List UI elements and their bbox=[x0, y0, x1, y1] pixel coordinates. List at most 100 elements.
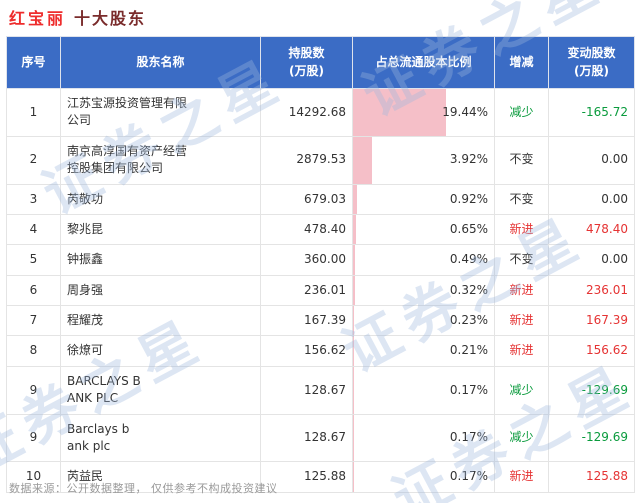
percent-bar bbox=[353, 214, 357, 245]
cell-trend: 新进 bbox=[494, 305, 549, 337]
cell-trend: 新进 bbox=[494, 213, 549, 246]
cell-shares: 128.67 bbox=[260, 413, 353, 463]
cell-shareholder-name: 程耀茂 bbox=[60, 305, 261, 337]
cell-percent: 0.23% bbox=[352, 305, 495, 337]
cell-shares: 14292.68 bbox=[260, 87, 353, 137]
cell-rank: 2 bbox=[6, 135, 61, 185]
shareholder-row: 2 南京高淳国有资产经营 控股集团有限公司 2879.53 3.92% 不变 0.00 bbox=[6, 135, 635, 185]
percent-value: 0.32% bbox=[449, 282, 488, 297]
cell-shares: 679.03 bbox=[260, 183, 353, 215]
shareholder-row: 3 芮敬功 679.03 0.92% 不变 0.00 bbox=[6, 183, 635, 215]
cell-percent: 0.17% bbox=[352, 413, 495, 463]
table-header-row: 序号 股东名称 持股数 (万股) 占总流通股本比例 增减 变动股数 (万股) bbox=[6, 36, 635, 89]
cell-rank: 3 bbox=[6, 183, 61, 215]
cell-shareholder-name: 徐燎可 bbox=[60, 335, 261, 367]
cell-delta: 0.00 bbox=[548, 183, 635, 215]
percent-bar bbox=[353, 336, 354, 366]
cell-trend: 不变 bbox=[494, 135, 549, 185]
shareholder-row: 10 芮益民 125.88 0.17% 新进 125.88 bbox=[6, 461, 635, 493]
cell-trend: 减少 bbox=[494, 413, 549, 463]
percent-bar bbox=[353, 462, 354, 492]
shareholder-row: 1 江苏宝源投资管理有限 公司 14292.68 19.44% 减少 -165.72 bbox=[6, 87, 635, 137]
percent-bar bbox=[353, 136, 372, 184]
cell-shares: 167.39 bbox=[260, 305, 353, 337]
column-header-delta: 变动股数 (万股) bbox=[548, 36, 635, 89]
cell-shares: 236.01 bbox=[260, 274, 353, 307]
cell-delta: 167.39 bbox=[548, 305, 635, 337]
column-header-name: 股东名称 bbox=[60, 36, 261, 89]
cell-shareholder-name: 江苏宝源投资管理有限 公司 bbox=[60, 87, 261, 137]
cell-trend: 新进 bbox=[494, 274, 549, 307]
shareholder-table-body: 1 江苏宝源投资管理有限 公司 14292.68 19.44% 减少 -165.72 2 南京… bbox=[6, 87, 635, 493]
cell-delta: -165.72 bbox=[548, 87, 635, 137]
cell-percent: 19.44% bbox=[352, 87, 495, 137]
title-label: 十大股东 bbox=[74, 9, 147, 28]
column-header-trend: 增减 bbox=[494, 36, 549, 89]
cell-percent: 0.65% bbox=[352, 213, 495, 246]
stock-name: 红宝丽 bbox=[9, 9, 67, 28]
cell-shares: 360.00 bbox=[260, 244, 353, 276]
shareholders-table: 序号 股东名称 持股数 (万股) 占总流通股本比例 增减 变动股数 (万股) 1 江苏宝源投资管… bbox=[6, 36, 635, 493]
cell-percent: 0.49% bbox=[352, 244, 495, 276]
cell-trend: 减少 bbox=[494, 87, 549, 137]
cell-shareholder-name: 黎兆昆 bbox=[60, 213, 261, 246]
cell-shareholder-name: 南京高淳国有资产经营 控股集团有限公司 bbox=[60, 135, 261, 185]
column-header-no: 序号 bbox=[6, 36, 61, 89]
shareholder-row: 9 BARCLAYS B ANK PLC 128.67 0.17% 减少 -129.69 bbox=[6, 365, 635, 415]
percent-bar bbox=[353, 88, 447, 136]
cell-percent: 0.32% bbox=[352, 274, 495, 307]
percent-bar bbox=[353, 245, 356, 275]
data-source-note: 数据来源：公开数据整理， 仅供参考不构成投资建议 bbox=[9, 482, 278, 495]
percent-value: 0.65% bbox=[449, 221, 488, 236]
percent-bar bbox=[353, 184, 358, 214]
shareholder-row: 9 Barclays b ank plc 128.67 0.17% 减少 -129.69 bbox=[6, 413, 635, 463]
percent-value: 0.92% bbox=[449, 191, 488, 206]
percent-value: 0.17% bbox=[449, 382, 488, 397]
cell-delta: 236.01 bbox=[548, 274, 635, 307]
cell-percent: 0.92% bbox=[352, 183, 495, 215]
shareholder-row: 5 钟振鑫 360.00 0.49% 不变 0.00 bbox=[6, 244, 635, 276]
shareholder-row: 4 黎兆昆 478.40 0.65% 新进 478.40 bbox=[6, 213, 635, 246]
percent-bar bbox=[353, 306, 355, 336]
percent-value: 0.17% bbox=[449, 469, 488, 484]
cell-trend: 不变 bbox=[494, 244, 549, 276]
column-header-pct: 占总流通股本比例 bbox=[352, 36, 495, 89]
percent-value: 0.23% bbox=[449, 313, 488, 328]
cell-rank: 1 bbox=[6, 87, 61, 137]
cell-shareholder-name: 周身强 bbox=[60, 274, 261, 307]
cell-rank: 6 bbox=[6, 274, 61, 307]
shareholder-row: 7 程耀茂 167.39 0.23% 新进 167.39 bbox=[6, 305, 635, 337]
percent-value: 0.21% bbox=[449, 343, 488, 358]
cell-shareholder-name: 钟振鑫 bbox=[60, 244, 261, 276]
percent-value: 0.17% bbox=[449, 430, 488, 445]
cell-shareholder-name: BARCLAYS B ANK PLC bbox=[60, 365, 261, 415]
cell-trend: 新进 bbox=[494, 335, 549, 367]
cell-shareholder-name: 芮益民 bbox=[60, 461, 261, 493]
cell-rank: 7 bbox=[6, 305, 61, 337]
cell-delta: -129.69 bbox=[548, 413, 635, 463]
cell-delta: 156.62 bbox=[548, 335, 635, 367]
cell-rank: 9 bbox=[6, 365, 61, 415]
column-header-shares: 持股数 (万股) bbox=[260, 36, 353, 89]
cell-shares: 156.62 bbox=[260, 335, 353, 367]
cell-delta: 478.40 bbox=[548, 213, 635, 246]
page-title: 红宝丽 十大股东 bbox=[0, 0, 640, 28]
cell-percent: 3.92% bbox=[352, 135, 495, 185]
cell-percent: 0.17% bbox=[352, 461, 495, 493]
cell-shares: 128.67 bbox=[260, 365, 353, 415]
cell-shares: 2879.53 bbox=[260, 135, 353, 185]
cell-trend: 新进 bbox=[494, 461, 549, 493]
cell-shareholder-name: Barclays b ank plc bbox=[60, 413, 261, 463]
cell-delta: 0.00 bbox=[548, 244, 635, 276]
cell-rank: 5 bbox=[6, 244, 61, 276]
shareholder-row: 8 徐燎可 156.62 0.21% 新进 156.62 bbox=[6, 335, 635, 367]
percent-bar bbox=[353, 275, 355, 306]
shareholder-row: 6 周身强 236.01 0.32% 新进 236.01 bbox=[6, 274, 635, 307]
cell-delta: 125.88 bbox=[548, 461, 635, 493]
percent-bar bbox=[353, 414, 354, 462]
percent-value: 19.44% bbox=[442, 104, 488, 119]
cell-rank: 4 bbox=[6, 213, 61, 246]
cell-shareholder-name: 芮敬功 bbox=[60, 183, 261, 215]
percent-bar bbox=[353, 366, 354, 414]
